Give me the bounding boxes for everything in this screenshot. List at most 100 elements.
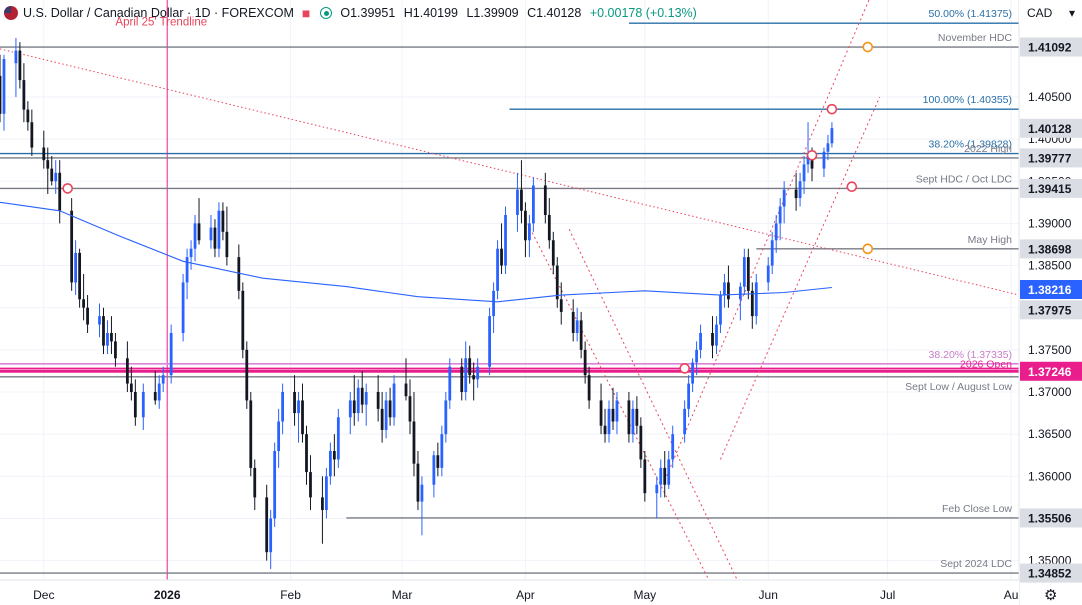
candle-body [440, 434, 444, 468]
candle-body [193, 223, 197, 249]
candle-body [253, 467, 257, 498]
level-marker [846, 181, 858, 193]
candle-body [225, 231, 229, 258]
currency-selector[interactable]: CAD ▾ [1019, 1, 1081, 25]
candle-body [332, 451, 336, 460]
us-ca-flag-icon [4, 6, 18, 20]
moving-average-series [0, 201, 832, 303]
candle-body [496, 248, 499, 291]
symbol-title[interactable]: U.S. Dollar / Canadian Dollar · 1D · FOR… [23, 6, 294, 20]
chevron-down-icon: ▾ [1068, 6, 1075, 20]
candle-body [82, 299, 85, 308]
chart-markers [62, 41, 874, 374]
candle-body [695, 349, 698, 363]
candle-body [249, 400, 253, 468]
candle-body [169, 332, 173, 376]
candle-body [655, 484, 659, 494]
candle-body [547, 214, 551, 241]
trendline [568, 229, 750, 605]
candle-body [213, 227, 217, 249]
time-tick-label: Dec [33, 588, 54, 602]
candle-body [746, 257, 750, 291]
candle-body [531, 185, 535, 224]
candle-body [464, 358, 468, 393]
candle-body [273, 451, 277, 519]
trendline [720, 96, 881, 460]
price-badge-label: 1.37975 [1028, 303, 1072, 317]
candle-body [683, 408, 687, 435]
candle-body [58, 172, 62, 211]
high-value: H1.40199 [403, 6, 458, 20]
candle-body [293, 392, 296, 414]
candle-body [599, 400, 603, 426]
candle-body [217, 210, 221, 249]
candle-body [364, 392, 368, 405]
candle-body [615, 400, 619, 422]
candle-body [750, 290, 754, 317]
candle-body [106, 332, 109, 346]
candle-body [133, 392, 137, 418]
candle-body [659, 467, 663, 485]
price-badge-label: 1.39415 [1028, 182, 1072, 196]
price-tick-label: 1.36000 [1028, 469, 1072, 483]
candle-body [528, 223, 531, 241]
candle-body [782, 189, 786, 207]
trendline [664, 0, 870, 481]
candle-body [237, 257, 241, 291]
level-label: Sept Low / August Low [905, 381, 1012, 393]
candle-body [380, 408, 384, 430]
price-badge [1020, 37, 1082, 57]
price-badge-label: 1.40128 [1028, 122, 1072, 136]
candle-body [189, 248, 193, 258]
price-tick-label: 1.39000 [1028, 216, 1072, 230]
chart-header: U.S. Dollar / Canadian Dollar · 1D · FOR… [0, 0, 702, 26]
price-badge-label: 1.35506 [1028, 511, 1072, 525]
candle-body [348, 400, 352, 418]
candle-body [30, 122, 34, 148]
candle-body [161, 375, 165, 384]
candle-body [321, 497, 324, 511]
candle-body [715, 324, 718, 346]
candle-body [277, 421, 281, 452]
candle-body [46, 160, 50, 169]
level-label: 38.20% (1.39828) [929, 139, 1012, 151]
candle-body [667, 459, 671, 485]
candle-body [181, 282, 185, 333]
time-tick-label: Au [1004, 588, 1019, 602]
candle-body [524, 210, 527, 241]
price-badge [1020, 508, 1082, 528]
candle-body [281, 392, 285, 422]
level-marker [806, 149, 818, 161]
level-marker [862, 243, 874, 255]
candle-body [352, 400, 356, 414]
level-label: 2026 Open [960, 358, 1012, 370]
candle-body [794, 189, 798, 199]
time-tick-label: May [634, 588, 657, 602]
time-tick-label: Feb [280, 588, 301, 602]
candle-body [711, 332, 714, 346]
candle-body [74, 252, 78, 283]
favorite-star-icon[interactable]: ■ [301, 5, 311, 21]
low-value: L1.39909 [466, 6, 519, 20]
candle-body [460, 366, 464, 393]
gear-icon[interactable]: ⚙ [1044, 587, 1058, 604]
candle-body [412, 421, 416, 464]
price-tick-label: 1.37500 [1028, 343, 1072, 357]
time-tick-label: Apr [516, 588, 535, 602]
candle-body [420, 484, 424, 502]
candle-body [671, 434, 675, 460]
candle-body [627, 400, 631, 435]
level-label: Sept 2024 LDC [940, 558, 1012, 570]
candle-body [157, 383, 161, 401]
level-label: Feb Close Low [942, 503, 1012, 515]
candle-body [153, 392, 157, 401]
candle-body [78, 252, 82, 300]
price-tick-label: 1.37000 [1028, 385, 1072, 399]
candle-body [384, 400, 388, 430]
candle-body [611, 408, 615, 422]
price-badge-label: 1.34852 [1028, 567, 1072, 581]
time-axis[interactable]: Dec 2026 Feb Mar Apr May Jun Jul Au [0, 579, 1082, 605]
price-badge-label: 1.39777 [1028, 151, 1072, 165]
candle-body [802, 164, 806, 182]
